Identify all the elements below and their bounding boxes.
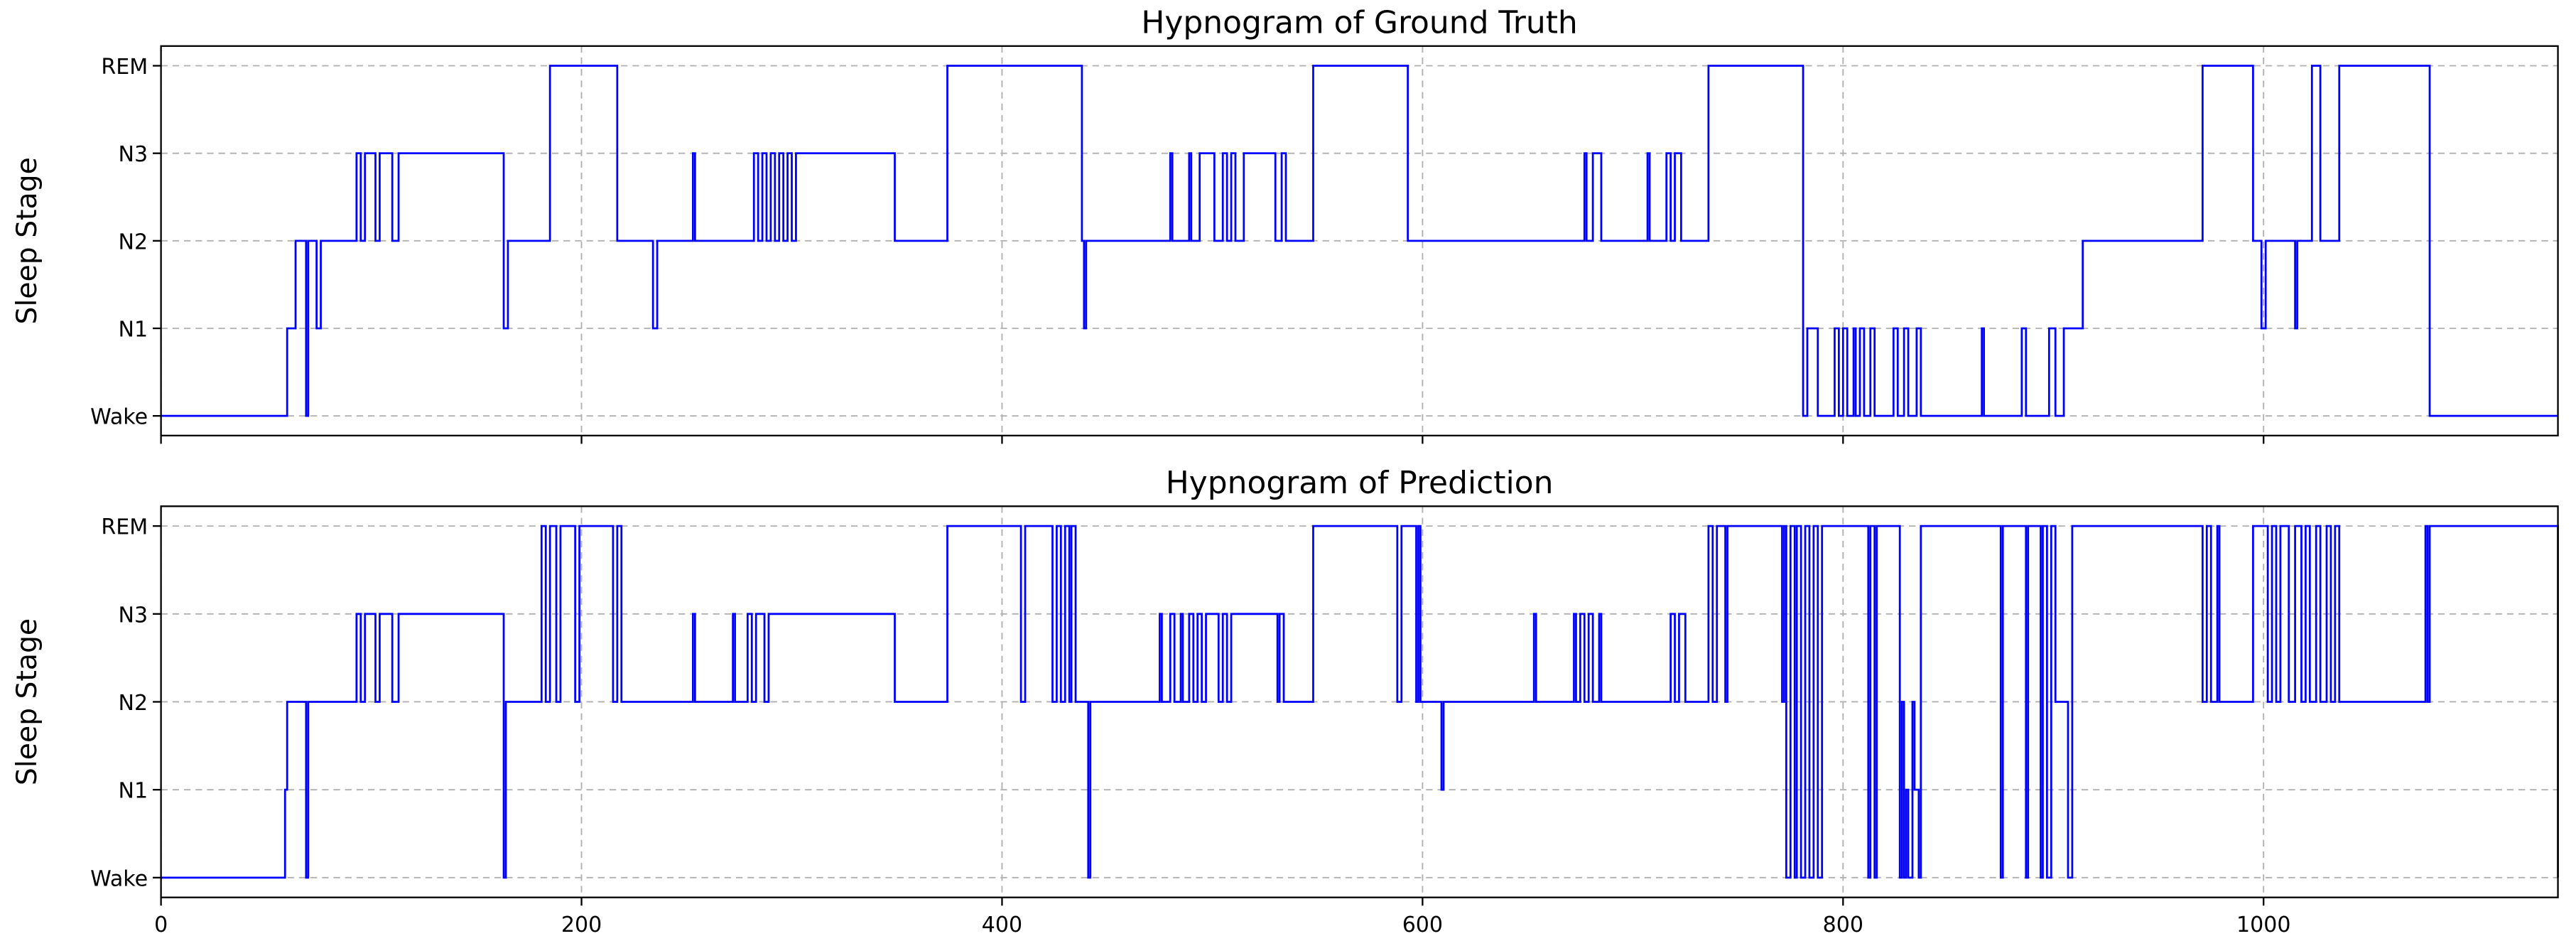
y-tick-label: N3 — [119, 142, 148, 167]
hypnogram-line — [161, 525, 2559, 879]
y-tick-label: N1 — [119, 318, 148, 343]
y-tick-label: N3 — [119, 603, 148, 628]
subplot-title: Hypnogram of Prediction — [1166, 465, 1554, 501]
x-tick-label: 600 — [1402, 913, 1443, 937]
axes-frame — [160, 45, 2559, 437]
y-tick-label: Wake — [90, 405, 148, 430]
x-tick-label: 800 — [1823, 913, 1863, 937]
subplot: Hypnogram of Ground Truth Sleep Stage Wake… — [11, 4, 2559, 444]
y-tick-label: REM — [101, 55, 148, 80]
subplot: Hypnogram of Prediction Sleep Stage Wake N1… — [11, 465, 2559, 937]
subplot-title: Hypnogram of Ground Truth — [1141, 4, 1577, 41]
y-axis-label: Sleep Stage — [11, 618, 43, 785]
y-tick-label: N2 — [119, 691, 148, 716]
y-tick-label: N1 — [119, 779, 148, 804]
hypnogram-line — [161, 65, 2558, 417]
x-tick-label: 0 — [154, 913, 168, 937]
x-tick-label: 1000 — [2236, 913, 2290, 937]
y-tick-label: Wake — [90, 866, 148, 891]
y-tick-label: REM — [101, 515, 148, 540]
x-tick-label: 400 — [982, 913, 1022, 937]
y-axis-label: Sleep Stage — [11, 157, 43, 324]
axes-frame — [160, 505, 2559, 898]
y-tick-label: N2 — [119, 230, 148, 254]
x-tick-label: 200 — [561, 913, 602, 937]
